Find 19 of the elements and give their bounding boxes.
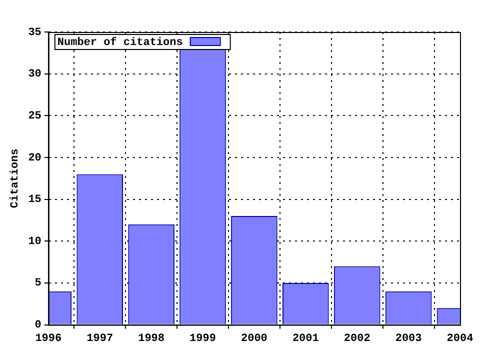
y-tick-label: 5 xyxy=(34,278,42,290)
legend-label: Number of citations xyxy=(57,36,183,49)
x-tick-label: 1999 xyxy=(190,333,216,346)
x-tick-label: 2004 xyxy=(446,333,474,346)
x-tick-label: 1997 xyxy=(86,333,114,346)
y-tick-label: 15 xyxy=(28,194,42,206)
x-tick-label: 2001 xyxy=(292,333,320,346)
y-tick-label: 35 xyxy=(28,26,42,39)
x-tick-label: 2003 xyxy=(395,333,422,346)
y-tick-label: 10 xyxy=(28,236,42,248)
y-tick-label: 20 xyxy=(28,152,42,164)
x-tick-label: 1996 xyxy=(35,333,62,346)
y-tick-label: 25 xyxy=(28,110,42,122)
x-tick-label: 2000 xyxy=(241,333,268,346)
y-tick-label: 30 xyxy=(28,68,42,81)
y-axis-title: Citations xyxy=(9,148,22,208)
x-tick-label: 1998 xyxy=(138,333,165,346)
x-tick-label: 2002 xyxy=(344,333,370,346)
y-tick-label: 0 xyxy=(34,320,42,332)
